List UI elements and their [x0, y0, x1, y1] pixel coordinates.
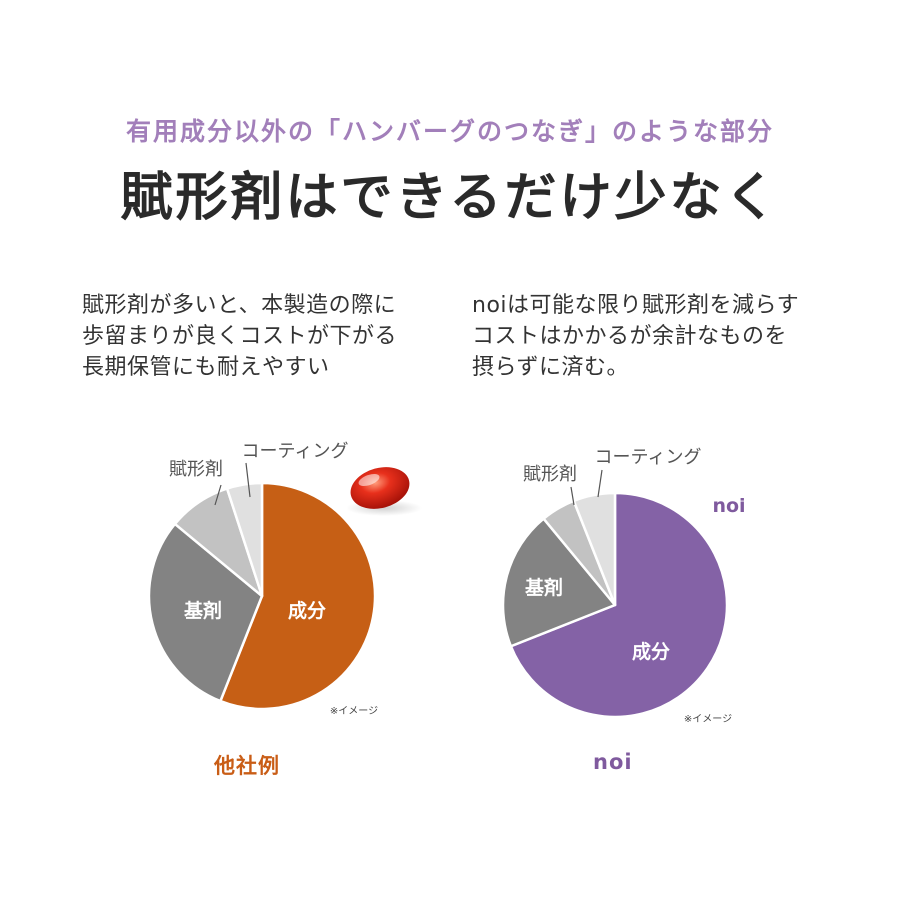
pie-chart-competitor — [147, 481, 377, 711]
pie-chart-noi — [501, 491, 729, 719]
description-line: 摂らずに済む。 — [472, 355, 630, 380]
slice-ingredient — [219, 481, 377, 711]
brand-label: noi — [712, 495, 745, 517]
slice-coating — [225, 481, 264, 598]
slice-label-base: 基剤 — [183, 599, 222, 622]
slice-base — [501, 517, 617, 648]
slice-label-excipient: 賦形剤 — [169, 459, 223, 480]
slice-label-ingredient: 成分 — [288, 599, 326, 622]
slice-label-coating: コーティング — [595, 447, 702, 468]
description-noi: noiは可能な限り賦形剤を減らす コストはかかるが余計なものを 摂らずに済む。 — [472, 290, 799, 383]
page-subtitle: 有用成分以外の「ハンバーグのつなぎ」のような部分 — [125, 117, 774, 146]
description-line: コストはかかるが余計なものを — [472, 324, 788, 349]
slice-label-excipient: 賦形剤 — [523, 464, 577, 485]
capsule-icon — [346, 467, 422, 516]
description-line: 賦形剤が多いと、本製造の際に — [82, 293, 397, 318]
image-note: ※イメージ — [330, 706, 378, 717]
description-line: noiは可能な限り賦形剤を減らす — [472, 293, 800, 318]
image-note: ※イメージ — [684, 714, 732, 725]
description-line: 長期保管にも耐えやすい — [82, 355, 330, 380]
leader-line — [214, 484, 222, 506]
description-competitor: 賦形剤が多いと、本製造の際に 歩留まりが良くコストが下がる 長期保管にも耐えやす… — [82, 290, 397, 383]
description-line: 歩留まりが良くコストが下がる — [82, 324, 398, 349]
chart-caption-competitor: 他社例 — [214, 754, 280, 778]
slice-label-coating: コーティング — [242, 441, 349, 462]
slice-label-ingredient: 成分 — [632, 640, 670, 663]
leader-line — [570, 486, 575, 506]
page-title: 賦形剤はできるだけ少なく — [120, 168, 780, 228]
chart-caption-noi: noi — [593, 750, 633, 774]
slice-ingredient — [509, 491, 729, 719]
leader-line — [245, 462, 251, 498]
slice-base — [147, 522, 264, 703]
leader-line — [597, 469, 603, 498]
slice-label-base: 基剤 — [524, 576, 563, 599]
